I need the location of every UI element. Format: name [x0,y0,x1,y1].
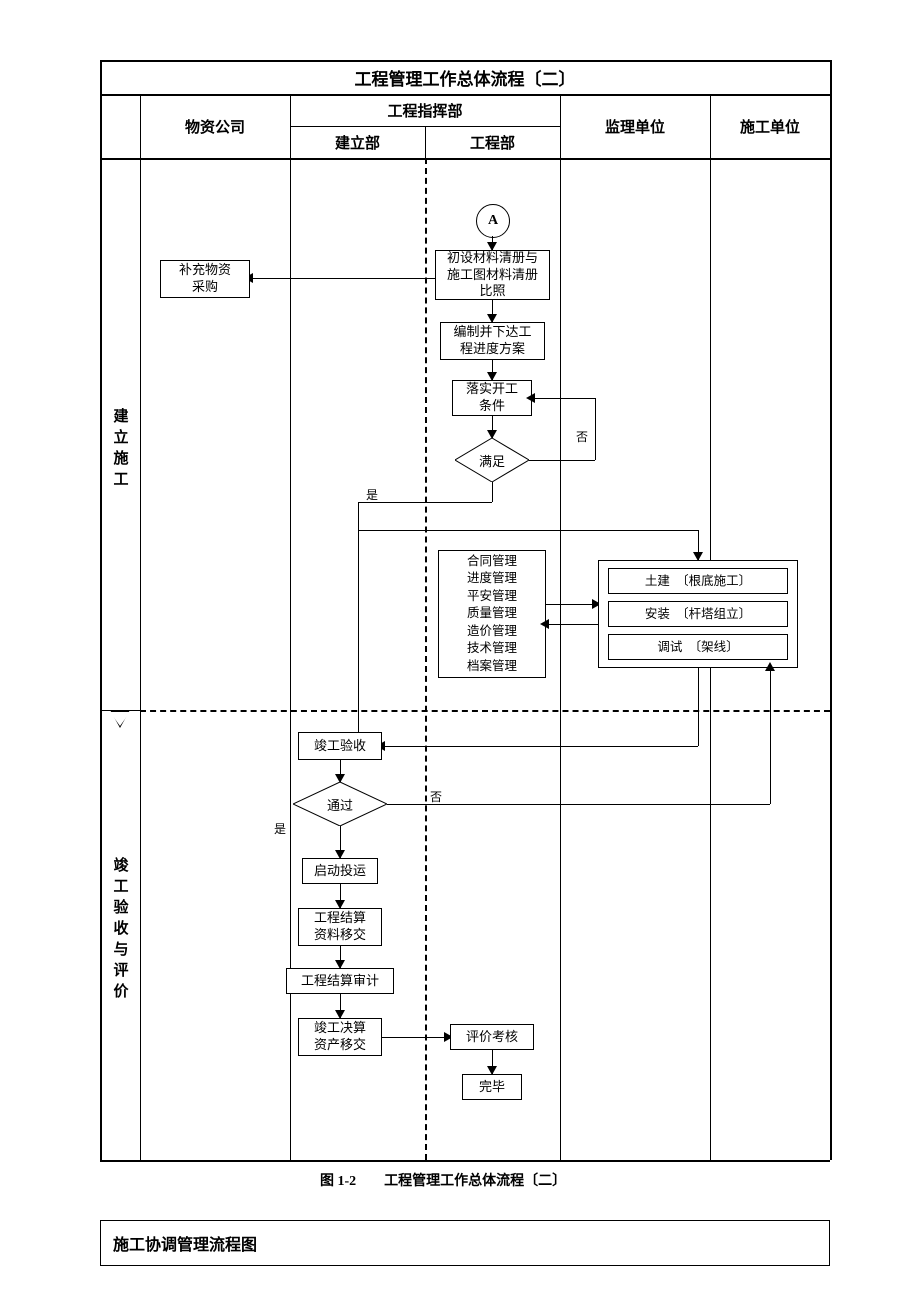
sat-no-h2 [532,398,595,399]
sat-no-label: 否 [576,428,588,445]
final-eval-h [382,1037,450,1038]
phase1-label: 建立施工 [100,320,140,580]
figure-caption: 图 1-2 工程管理工作总体流程〔二〕 [320,1170,566,1190]
frame-bottom [100,1160,830,1162]
stack-accept-h [382,746,698,747]
col-header-hq-build: 建立部 [290,126,425,158]
hq-center-dash [425,158,427,1160]
pass-no-v [770,668,771,804]
mgmt-item-3: 质量管理 [467,605,517,623]
sat-yes-v1 [492,482,493,502]
mgmt-item-4: 造价管理 [467,623,517,641]
node-a: A [476,204,510,238]
col-header-construction: 施工单位 [710,94,830,158]
col-hq-right [560,94,561,1160]
node-satisfy: 满足 [455,438,529,482]
node-evaluate: 评价考核 [450,1024,534,1050]
sat-yes-v2 [358,502,359,732]
col-material-right [290,94,291,1160]
node-accept: 竣工验收 [298,732,382,760]
secondary-title: 施工协调管理流程图 [100,1220,830,1266]
diagram-title: 工程管理工作总体流程〔二〕 [100,60,830,94]
node-startup: 启动投运 [302,858,378,884]
trunk-accept-join [340,732,358,733]
col-header-hq-eng: 工程部 [425,126,560,158]
mgmt-stack-h2 [546,624,598,625]
phase-sep-dash [140,710,830,712]
sat-no-v [595,398,596,460]
col-phase-right [140,94,141,1160]
header-underline [100,158,830,160]
node-install: 安装 〔杆塔组立〕 [608,601,788,627]
pass-no-h [387,804,770,805]
pass-no-head [765,662,775,671]
mgmt-stack-head-l [540,619,549,629]
mgmt-item-1: 进度管理 [467,570,517,588]
node-final: 竣工决算 资产移交 [298,1018,382,1056]
mgmt-stack-h1 [546,604,598,605]
node-audit: 工程结算审计 [286,968,394,994]
frame-right [830,60,832,1160]
node-pass-label: 通过 [293,782,387,826]
node-settle: 工程结算 资料移交 [298,908,382,946]
col-header-material: 物资公司 [140,94,290,158]
arrow-compare-supp [250,278,435,279]
node-pass: 通过 [293,782,387,826]
sat-yes-label: 是 [366,486,378,503]
pass-yes-label: 是 [274,820,286,837]
node-debug: 调试 〔架线〕 [608,634,788,660]
node-end: 完毕 [462,1074,522,1100]
mgmt-item-0: 合同管理 [467,553,517,571]
col-header-supervision: 监理单位 [560,94,710,158]
mgmt-item-2: 平安管理 [467,588,517,606]
node-mgmt-list: 合同管理 进度管理 平安管理 质量管理 造价管理 技术管理 档案管理 [438,550,546,678]
sat-no-h1 [529,460,595,461]
phase1-text: 建立施工 [110,408,131,492]
stack-down-v [698,668,699,746]
node-civil: 土建 〔根底施工〕 [608,568,788,594]
sat-yes-h [358,502,492,503]
pass-no-label: 否 [430,788,442,805]
node-plan: 编制并下达工 程进度方案 [440,322,545,360]
node-conditions: 落实开工 条件 [452,380,532,416]
col-header-hq: 工程指挥部 [290,94,560,126]
node-supplement: 补充物资 采购 [160,260,250,298]
phase2-text: 竣工验收与评价 [110,857,131,1004]
mgmt-item-6: 档案管理 [467,658,517,676]
node-compare: 初设材料清册与 施工图材料清册 比照 [435,250,550,300]
sat-to-stack-h [358,530,698,531]
mgmt-item-5: 技术管理 [467,640,517,658]
sat-no-head [526,393,535,403]
phase2-label: 竣工验收与评价 [100,780,140,1080]
node-satisfy-label: 满足 [455,438,529,482]
phase-sep-chevron [110,710,130,728]
